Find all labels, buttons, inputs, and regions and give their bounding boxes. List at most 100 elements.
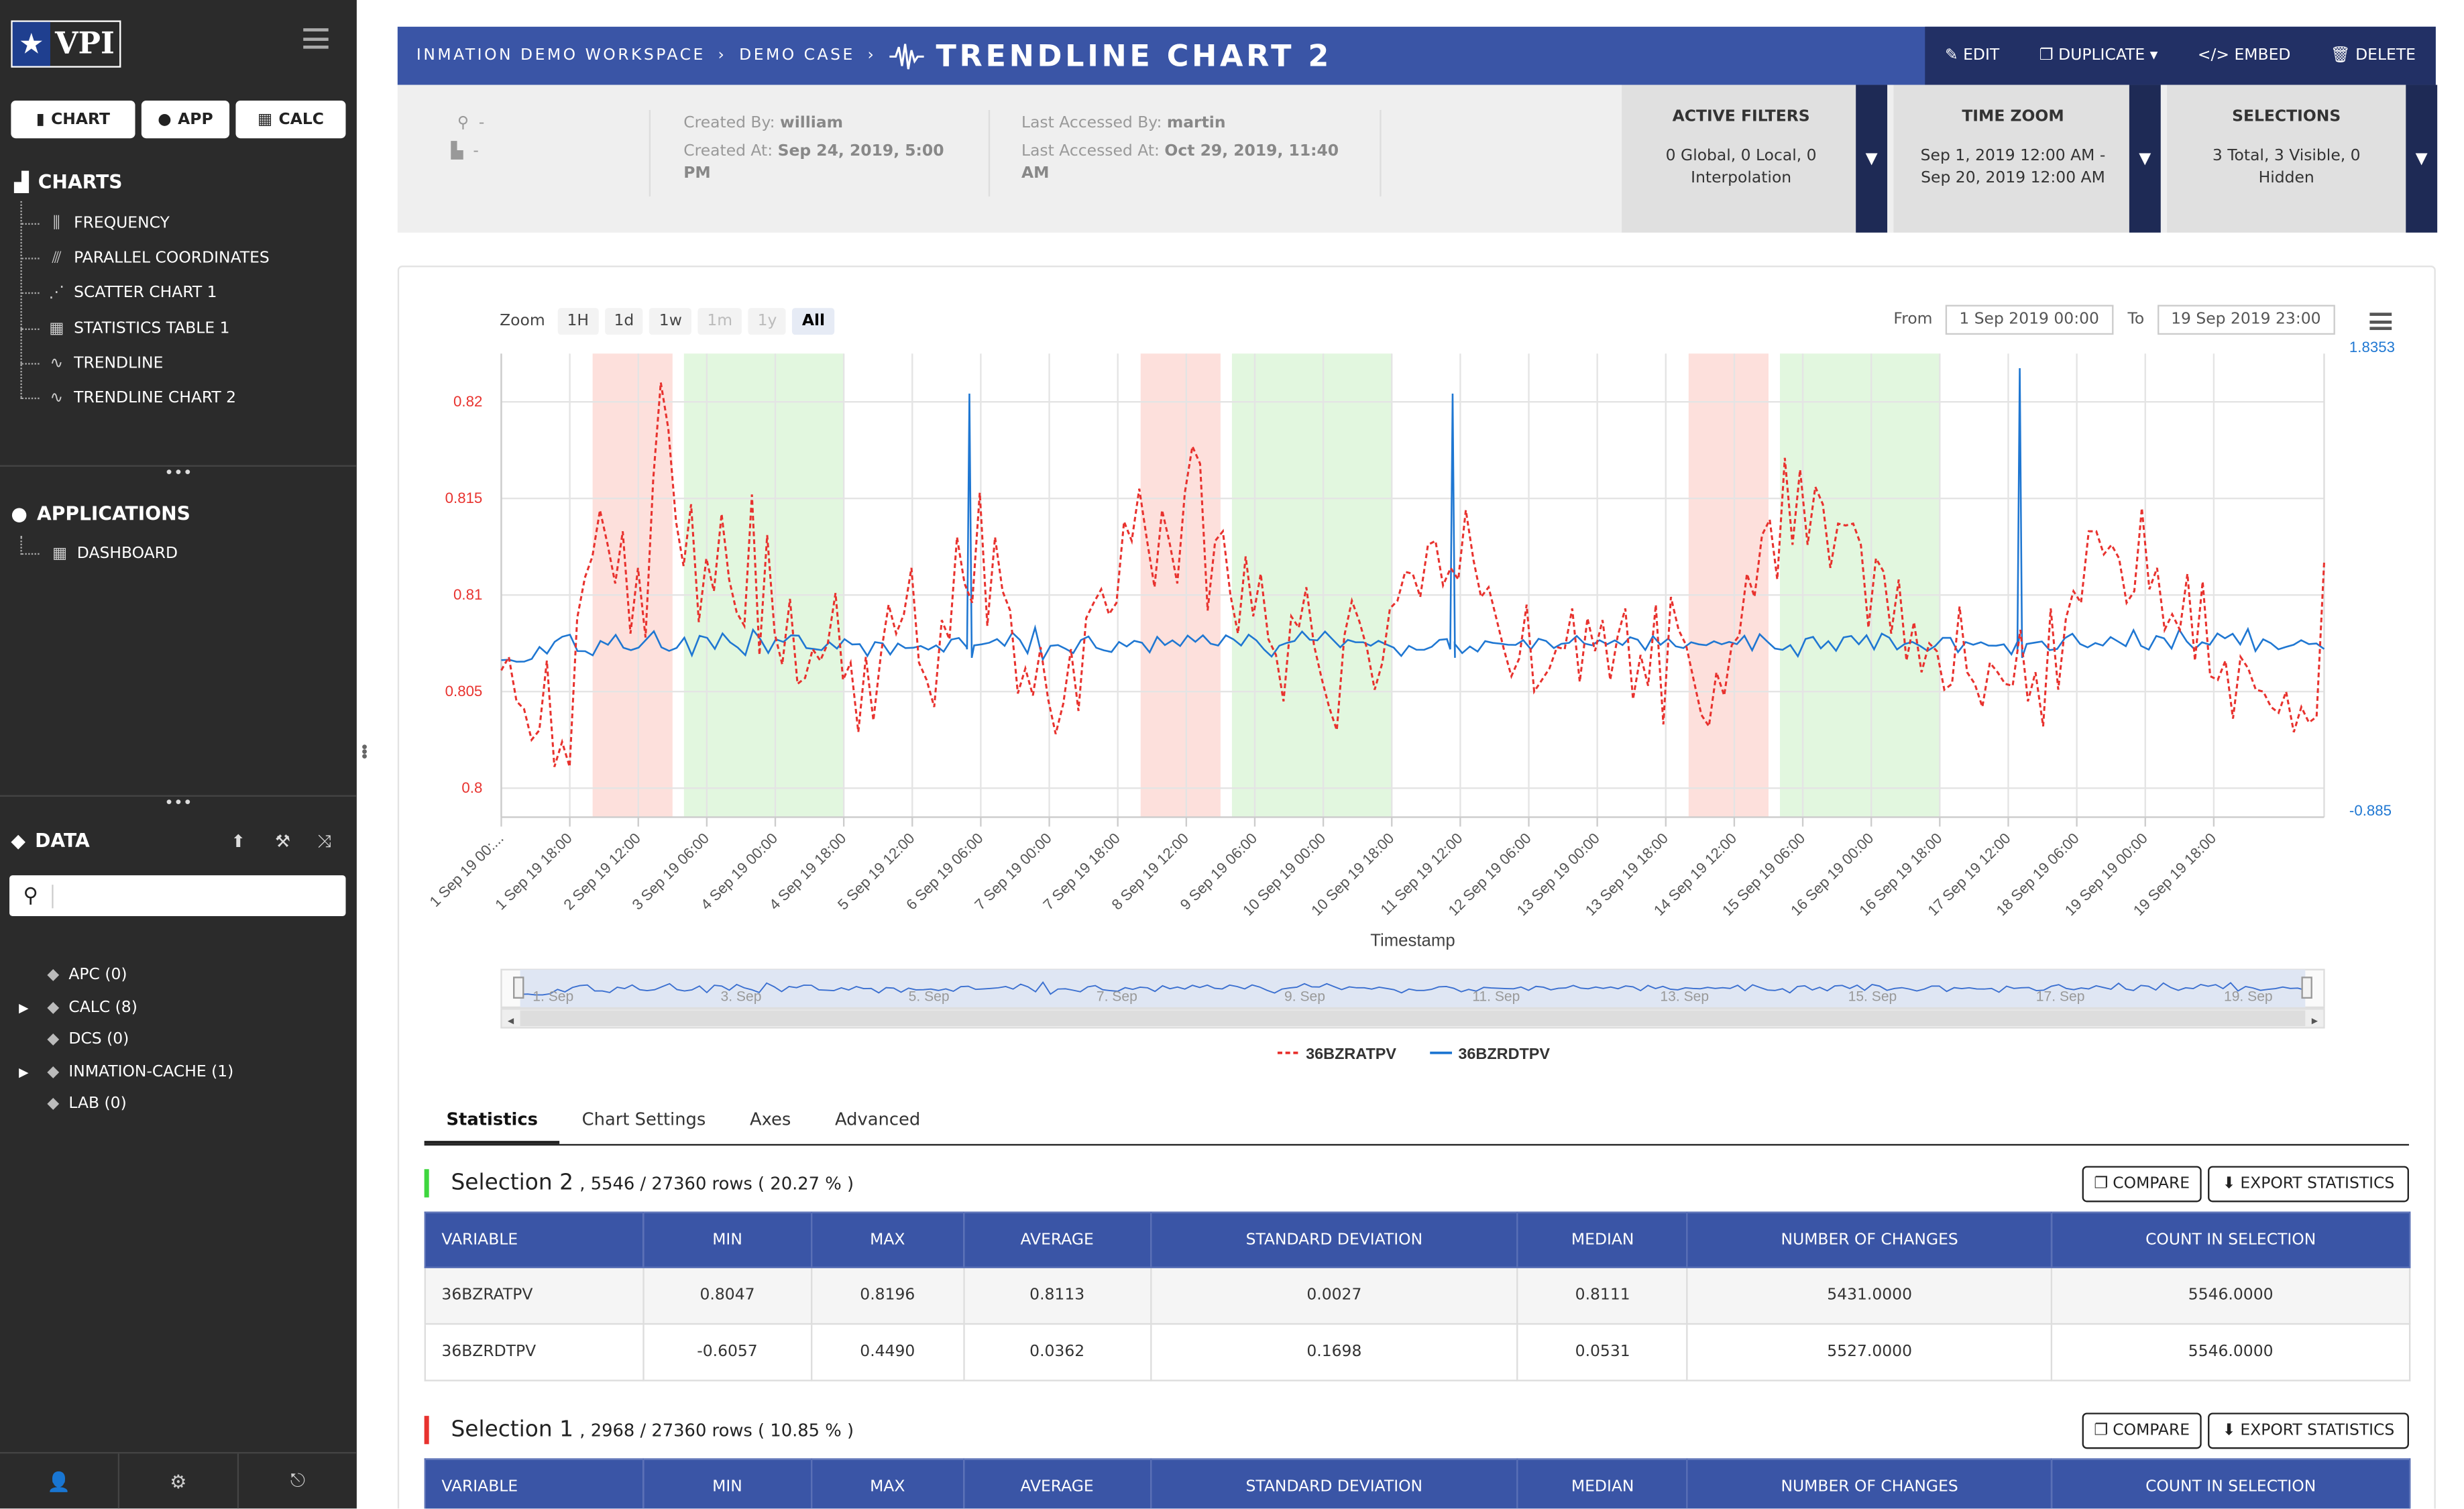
trendline-chart[interactable]: 1 Sep 19 00:...1 Sep 19 18:002 Sep 19 12… [398,322,2436,1076]
selection-band[interactable] [1780,353,1940,818]
column-header[interactable]: AVERAGE [962,1458,1152,1509]
navigator-tick-label: 3. Sep [720,989,761,1005]
zoom-all-button[interactable]: All [792,308,835,335]
data-search-input[interactable] [53,878,346,913]
column-header[interactable]: NUMBER OF CHANGES [1686,1211,2053,1268]
sidebar-item-trendline-chart-2[interactable]: ∿ TRENDLINE CHART 2 [47,390,237,407]
data-folder-dcs[interactable]: ◆ DCS (0) [47,1031,129,1048]
compare-button[interactable]: ❐ COMPARE [2082,1166,2202,1203]
export-statistics-button[interactable]: ⬇ EXPORT STATISTICS [2208,1412,2409,1449]
data-folder-inmation-cache[interactable]: ▶ ◆ INMATION-CACHE (1) [19,1063,234,1080]
new-calc-button[interactable]: ▦ CALC [235,100,346,139]
expand-arrow-icon[interactable]: ▶ [19,1064,29,1079]
delete-button[interactable]: 🗑 DELETE [2330,47,2416,65]
tab-statistics[interactable]: Statistics [424,1100,560,1144]
navigator-tick-label: 19. Sep [2224,989,2273,1005]
sidebar-item-frequency[interactable]: ⫼ FREQUENCY [47,215,170,233]
expand-arrow-icon[interactable]: ▶ [19,1000,29,1015]
column-header[interactable]: VARIABLE [424,1458,645,1509]
compare-button[interactable]: ❐ COMPARE [2082,1412,2202,1449]
active-filters-box[interactable]: ACTIVE FILTERS 0 Global, 0 Local, 0 Inter… [1622,85,1861,233]
time-zoom-box[interactable]: TIME ZOOM Sep 1, 2019 12:00 AM - Sep 20, … [1893,85,2133,233]
location-row: ⚲ - [457,115,485,132]
embed-button[interactable]: </> EMBED [2197,47,2291,65]
column-header[interactable]: VARIABLE [424,1211,645,1268]
column-header[interactable]: MIN [642,1458,812,1509]
navigator-right-handle[interactable] [2301,976,2312,999]
hamburger-menu-icon[interactable] [303,28,329,49]
selection-band[interactable] [683,353,844,818]
legend-item-36bzrdtpv[interactable]: 36BZRDTPV [1458,1045,1550,1062]
column-header[interactable]: MAX [810,1211,965,1268]
table-cell: 0.0531 [1517,1323,1689,1382]
active-filters-dropdown[interactable]: ▼ [1856,85,1888,233]
bar-chart-icon: ▟ [14,171,29,194]
data-folder-apc[interactable]: ◆ APC (0) [47,966,127,984]
page-header: INMATION DEMO WORKSPACE › DEMO CASE › TREN… [397,26,2436,85]
duplicate-button[interactable]: ❐ DUPLICATE ▾ [2039,47,2158,65]
sidebar-item-parallel-coordinates[interactable]: ⫻ PARALLEL COORDINATES [47,250,269,268]
zoom-1w-button[interactable]: 1w [649,308,691,335]
chart-menu-icon[interactable] [2369,313,2392,331]
export-statistics-button[interactable]: ⬇ EXPORT STATISTICS [2208,1166,2409,1203]
zoom-1d-button[interactable]: 1d [604,308,644,335]
selections-box[interactable]: SELECTIONS 3 Total, 3 Visible, 0 Hidden [2167,85,2406,233]
tab-axes[interactable]: Axes [749,1109,791,1130]
new-chart-button[interactable]: ▮ CHART [11,100,135,139]
new-app-button[interactable]: ● APP [141,100,230,139]
search-icon: ⚲ [9,883,54,908]
column-header[interactable]: MEDIAN [1517,1211,1689,1268]
breadcrumb-case[interactable]: DEMO CASE [739,47,855,65]
zoom-1m-button[interactable]: 1m [697,308,742,335]
sidebar-item-statistics-table-1[interactable]: ▦ STATISTICS TABLE 1 [47,320,229,337]
selections-dropdown[interactable]: ▼ [2406,85,2438,233]
scroll-left-icon[interactable]: ◂ [508,1013,514,1027]
zoom-1h-button[interactable]: 1H [557,308,599,335]
wrench-icon[interactable]: ⚒ [275,831,291,852]
sidebar-item-scatter-chart-1[interactable]: ⋰ SCATTER CHART 1 [47,285,217,302]
logout-icon[interactable]: ⎋ [290,1469,306,1492]
data-search[interactable]: ⚲ [9,875,346,917]
shuffle-icon[interactable]: ⤨ [317,831,331,852]
sidebar-item-trendline[interactable]: ∿ TRENDLINE [47,355,164,372]
series-line-36bzrdtpv[interactable] [501,368,2325,663]
edit-button[interactable]: ✎ EDIT [1945,47,2000,65]
series-line-36bzratpv[interactable] [500,382,2325,767]
legend-item-36bzratpv[interactable]: 36BZRATPV [1306,1045,1396,1062]
column-header[interactable]: MAX [810,1458,964,1509]
scroll-right-icon[interactable]: ▸ [2312,1013,2318,1027]
tab-advanced[interactable]: Advanced [834,1109,921,1130]
resize-handle[interactable]: ••• [164,465,192,483]
selection-band[interactable] [1140,353,1221,818]
vpi-logo[interactable]: ★ VPI [11,20,121,68]
column-header[interactable]: STANDARD DEVIATION [1150,1458,1519,1509]
breadcrumb-workspace[interactable]: INMATION DEMO WORKSPACE [416,47,706,65]
user-icon[interactable]: 👤 [0,1453,120,1509]
data-folder-calc[interactable]: ▶ ◆ CALC (8) [19,999,137,1016]
gear-icon[interactable]: ⚙ [119,1453,239,1509]
column-header[interactable]: NUMBER OF CHANGES [1686,1458,2053,1509]
range-from-input[interactable]: 1 Sep 2019 00:00 [1945,304,2113,335]
resize-handle[interactable]: ••• [164,795,192,813]
tab-chart-settings[interactable]: Chart Settings [581,1109,706,1130]
sidebar-item-dashboard[interactable]: ▦ DASHBOARD [50,545,178,563]
column-header[interactable]: MIN [642,1211,812,1268]
parallel-icon: ⫻ [52,249,62,268]
navigator-left-handle[interactable] [513,976,524,999]
column-header[interactable]: COUNT IN SELECTION [2051,1211,2411,1268]
scrollbar-thumb[interactable] [520,1010,2306,1027]
time-zoom-dropdown[interactable]: ▼ [2129,85,2161,233]
column-header[interactable]: STANDARD DEVIATION [1150,1211,1519,1268]
range-to-input[interactable]: 19 Sep 2019 23:00 [2156,304,2335,335]
data-folder-lab[interactable]: ◆ LAB (0) [47,1095,127,1113]
selection-band[interactable] [592,353,673,818]
column-header[interactable]: AVERAGE [962,1211,1152,1268]
selection-band[interactable] [1231,353,1392,818]
zoom-1y-button[interactable]: 1y [748,308,787,335]
header-actions: ✎ EDIT ❐ DUPLICATE ▾ </> EMBED 🗑 DELETE [1925,26,2436,85]
upload-icon[interactable]: ⬆ [231,831,246,852]
copy-icon: ❐ [2094,1175,2109,1193]
bulb-icon: ● [11,502,27,525]
column-header[interactable]: MEDIAN [1517,1458,1689,1509]
column-header[interactable]: COUNT IN SELECTION [2051,1458,2411,1509]
